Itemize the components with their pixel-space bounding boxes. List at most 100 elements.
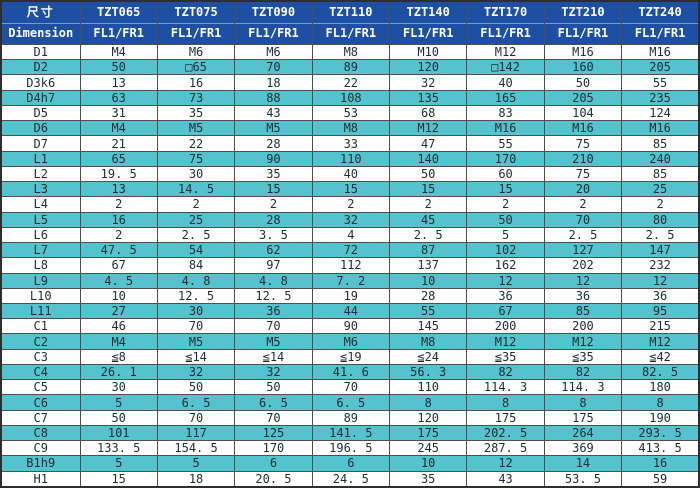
- cell: 13: [79, 181, 158, 198]
- cell: 36: [621, 287, 700, 304]
- cell: 31: [79, 104, 158, 122]
- corner-label-zh: 尺寸: [2, 2, 79, 24]
- cell: M16: [543, 120, 623, 137]
- column-header: TZT170 FL1/FR1: [466, 0, 545, 45]
- table-row: C1 46 70 70 90 145 200 200 215: [0, 318, 700, 335]
- cell: M6: [311, 333, 391, 350]
- column-header: TZT075 FL1/FR1: [156, 0, 236, 45]
- cell: 16: [79, 211, 158, 228]
- cell: 160: [543, 59, 623, 76]
- row-label: L3: [0, 181, 81, 198]
- cell: M12: [388, 120, 468, 137]
- cell: 82. 5: [621, 363, 700, 381]
- cell: 40: [311, 165, 391, 183]
- table-row: L8 67 84 97 112 137 162 202 232: [0, 257, 700, 274]
- cell: 46: [79, 318, 158, 335]
- cell: 120: [388, 409, 468, 426]
- cell: M5: [234, 333, 313, 350]
- cell: 36: [466, 287, 545, 304]
- cell: 30: [156, 165, 236, 183]
- cell: 32: [234, 363, 313, 381]
- cell: 40: [466, 74, 545, 91]
- column-header: TZT065 FL1/FR1: [79, 0, 158, 45]
- cell: M4: [79, 43, 158, 61]
- cell: 12: [466, 272, 545, 289]
- cell: 75: [156, 150, 236, 167]
- table-body: D1 M4 M6 M6 M8 M10 M12 M16 M16 D2 50 □65 70 89 120 □142…: [0, 43, 700, 488]
- cell: 175: [543, 409, 623, 426]
- cell: 55: [466, 135, 545, 152]
- cell: 245: [388, 440, 468, 457]
- table-row: C9 133. 5 154. 5 170 196. 5 245 287. 5 369 413. …: [0, 440, 700, 457]
- cell: 6. 5: [156, 394, 236, 411]
- cell: 83: [466, 104, 545, 122]
- cell: 43: [466, 470, 545, 488]
- cell: 8: [621, 394, 700, 411]
- cell: 5: [156, 455, 236, 472]
- cell: 12. 5: [234, 287, 313, 304]
- cell: 145: [388, 318, 468, 335]
- table-row: L5 16 25 28 32 45 50 70 80: [0, 211, 700, 228]
- cell: 175: [466, 409, 545, 426]
- cell: ≦35: [466, 348, 545, 365]
- cell: 28: [234, 135, 313, 152]
- cell: 190: [621, 409, 700, 426]
- cell: 87: [388, 242, 468, 259]
- table-row: C2 M4 M5 M5 M6 M8 M12 M12 M12: [0, 333, 700, 350]
- cell: 30: [79, 379, 158, 396]
- cell: 35: [156, 104, 236, 122]
- cell: 70: [311, 379, 391, 396]
- cell: 36: [234, 302, 313, 320]
- cell: 293. 5: [621, 424, 700, 442]
- cell: 56. 3: [388, 363, 468, 381]
- cell: 90: [311, 318, 391, 335]
- cell: 41. 6: [311, 363, 391, 381]
- table-row: L2 19. 5 30 35 40 50 60 75 85: [0, 165, 700, 183]
- cell: 133. 5: [79, 440, 158, 457]
- cell: 15: [388, 181, 468, 198]
- cell: M12: [466, 43, 545, 61]
- cell: 4. 5: [79, 272, 158, 289]
- table-row: L4 2 2 2 2 2 2 2 2: [0, 196, 700, 213]
- cell: □65: [156, 59, 236, 76]
- column-header: TZT090 FL1/FR1: [234, 0, 313, 45]
- row-label: B1h9: [0, 455, 81, 472]
- cell: 264: [543, 424, 623, 442]
- cell: 53: [311, 104, 391, 122]
- row-label: C9: [0, 440, 81, 457]
- cell: 180: [621, 379, 700, 396]
- cell: 287. 5: [466, 440, 545, 457]
- cell: 205: [621, 59, 700, 76]
- cell: 2. 5: [543, 226, 623, 244]
- cell: 202: [543, 257, 623, 274]
- cell: 14: [543, 455, 623, 472]
- row-label: C5: [0, 379, 81, 396]
- column-header-model: TZT110: [313, 2, 389, 24]
- cell: 70: [234, 59, 313, 76]
- cell: 232: [621, 257, 700, 274]
- cell: 65: [79, 150, 158, 167]
- table-header: 尺寸 Dimension TZT065 FL1/FR1 TZT075 FL1/FR1 T…: [0, 0, 700, 45]
- cell: 55: [621, 74, 700, 91]
- table-row: L10 10 12. 5 12. 5 19 28 36 36 36: [0, 287, 700, 304]
- row-label: L9: [0, 272, 81, 289]
- cell: 114. 3: [466, 379, 545, 396]
- cell: 28: [234, 211, 313, 228]
- column-header-variant: FL1/FR1: [557, 25, 609, 40]
- row-label: L4: [0, 196, 81, 213]
- cell: 88: [234, 89, 313, 106]
- cell: 19. 5: [79, 165, 158, 183]
- cell: 80: [621, 211, 700, 228]
- cell: 15: [79, 470, 158, 488]
- column-header-variant: FL1/FR1: [170, 25, 222, 40]
- cell: 2: [388, 196, 468, 213]
- cell: 104: [543, 104, 623, 122]
- cell: 8: [388, 394, 468, 411]
- cell: 8: [466, 394, 545, 411]
- cell: M16: [621, 43, 700, 61]
- cell: ≦19: [311, 348, 391, 365]
- cell: 82: [543, 363, 623, 381]
- row-label: C3: [0, 348, 81, 365]
- table-row: D4h7 63 73 88 108 135 165 205 235: [0, 89, 700, 106]
- cell: 14. 5: [156, 181, 236, 198]
